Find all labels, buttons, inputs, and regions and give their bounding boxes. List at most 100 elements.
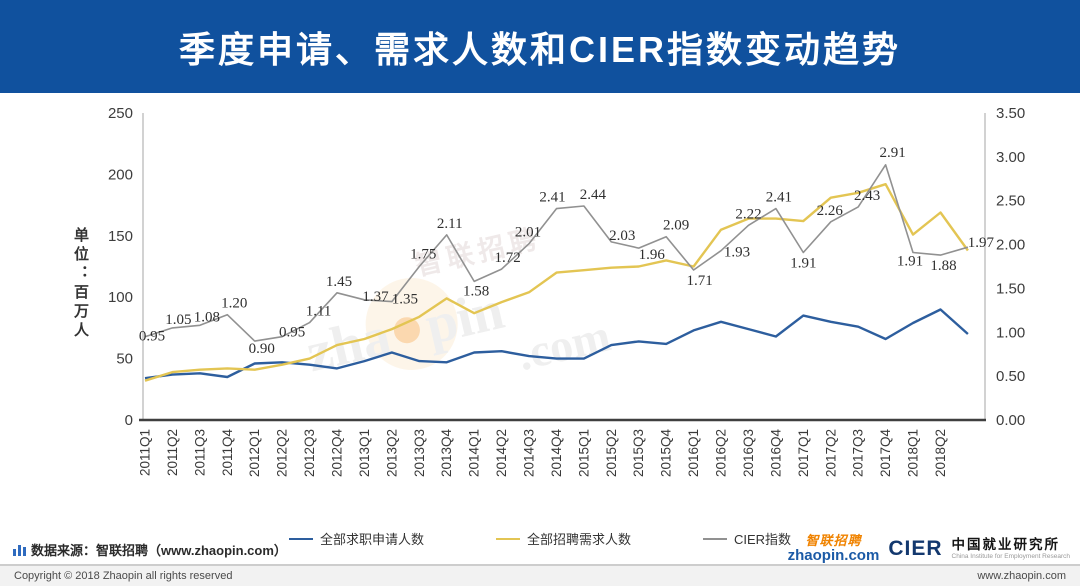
zhaopin-watermark: zha pin .com 智联招聘: [301, 223, 615, 384]
svg-text:2017Q2: 2017Q2: [823, 429, 838, 477]
svg-text:2.11: 2.11: [437, 216, 463, 232]
svg-text:2012Q1: 2012Q1: [247, 429, 262, 477]
axes: [139, 113, 986, 422]
chart-legend: 全部求职申请人数 全部招聘需求人数 CIER指数: [0, 529, 1080, 548]
cier-institute-name: 中国就业研究所 China Institute for Employment R…: [952, 537, 1071, 560]
copyright-bar: Copyright © 2018 Zhaopin all rights rese…: [0, 564, 1080, 586]
cier-data-labels: 0.951.05 1.081.200.900.951.111.451.37 1.35…: [139, 145, 995, 357]
svg-text:2.26: 2.26: [817, 203, 844, 219]
svg-text:0.95: 0.95: [139, 329, 165, 345]
svg-text:3.00: 3.00: [996, 149, 1025, 166]
svg-text:2013Q3: 2013Q3: [412, 429, 427, 477]
svg-text:zha: zha: [301, 305, 397, 384]
zhaopin-logo: 智联招聘 zhaopin.com: [788, 534, 880, 563]
copyright-text: Copyright © 2018 Zhaopin all rights rese…: [14, 570, 233, 582]
svg-text:2017Q3: 2017Q3: [851, 429, 866, 477]
legend-label-demand: 全部招聘需求人数: [526, 532, 631, 547]
website-text: www.zhaopin.com: [977, 570, 1066, 582]
legend-item-demand: 全部招聘需求人数: [495, 529, 631, 548]
zhaopin-logo-domain: zhaopin.com: [787, 546, 880, 564]
legend-item-cier: CIER指数: [702, 529, 792, 548]
axis-tick-labels: 0 50 100 150 200 250 0.00 0.50 1.00 1.50 2.00 2.50 3…: [108, 105, 1025, 429]
svg-text:2014Q3: 2014Q3: [522, 429, 537, 477]
svg-text:0.90: 0.90: [249, 341, 275, 357]
svg-text:1.00: 1.00: [996, 324, 1025, 341]
svg-text:0.95: 0.95: [279, 325, 305, 341]
svg-text:2017Q4: 2017Q4: [878, 429, 893, 478]
data-source-note: 数据来源：智联招聘（www.zhaopin.com）: [13, 540, 287, 559]
svg-text:2.44: 2.44: [580, 187, 607, 203]
legend-label-applications: 全部求职申请人数: [319, 532, 424, 547]
svg-text:2016Q2: 2016Q2: [714, 429, 729, 477]
svg-text:1.72: 1.72: [494, 250, 520, 266]
bar-chart-icon: [13, 545, 26, 556]
cier-line-swatch: [702, 537, 727, 540]
svg-text:1.05: 1.05: [165, 312, 191, 328]
svg-text:150: 150: [108, 228, 133, 245]
svg-text:1.97: 1.97: [968, 235, 995, 251]
svg-text:2.91: 2.91: [879, 145, 905, 161]
svg-text:2012Q3: 2012Q3: [302, 429, 317, 477]
svg-text:1.88: 1.88: [930, 258, 956, 274]
svg-text:50: 50: [116, 351, 133, 368]
demand-line-swatch: [495, 537, 520, 540]
svg-text:2014Q1: 2014Q1: [467, 429, 482, 477]
svg-text:2.41: 2.41: [539, 190, 565, 206]
applications-line: [144, 308, 969, 380]
svg-text:1.45: 1.45: [326, 274, 352, 290]
svg-text:2018Q2: 2018Q2: [933, 429, 948, 477]
svg-text:1.37: 1.37: [362, 289, 389, 305]
svg-text:2.41: 2.41: [766, 190, 792, 206]
svg-text:2014Q2: 2014Q2: [494, 429, 509, 477]
svg-text:1.96: 1.96: [639, 247, 666, 263]
svg-text:2013Q1: 2013Q1: [357, 429, 372, 477]
cier-name-en: China Institute for Employment Research: [951, 552, 1071, 560]
svg-text:2015Q4: 2015Q4: [659, 429, 674, 478]
svg-text:0: 0: [125, 412, 133, 429]
svg-text:2011Q3: 2011Q3: [192, 429, 207, 476]
svg-text:2013Q2: 2013Q2: [384, 429, 399, 477]
svg-text:2.43: 2.43: [854, 188, 880, 204]
cier-line: [144, 164, 969, 342]
cier-logo: CIER: [888, 536, 943, 560]
svg-text:2012Q2: 2012Q2: [275, 429, 290, 477]
svg-text:1.91: 1.91: [790, 255, 816, 271]
page-title: 季度申请、需求人数和CIER指数变动趋势: [178, 28, 901, 70]
svg-text:250: 250: [108, 105, 133, 122]
svg-text:1.58: 1.58: [463, 283, 489, 299]
svg-text:2.03: 2.03: [609, 228, 635, 244]
svg-text:1.75: 1.75: [410, 247, 436, 263]
svg-text:1.20: 1.20: [221, 296, 247, 312]
footer-logos: 智联招聘 zhaopin.com CIER 中国就业研究所 China Inst…: [788, 534, 1070, 563]
x-axis-labels: 2011Q1 2011Q2 2011Q3 2011Q4 2012Q1 2012Q2 2012…: [138, 429, 948, 478]
title-banner: 季度申请、需求人数和CIER指数变动趋势: [0, 0, 1080, 93]
svg-text:2012Q4: 2012Q4: [330, 429, 345, 478]
svg-text:2015Q2: 2015Q2: [604, 429, 619, 477]
left-axis-unit-label: 单位：百万人: [72, 227, 89, 341]
svg-text:2016Q4: 2016Q4: [768, 429, 783, 478]
data-source-text: 数据来源：智联招聘（www.zhaopin.com）: [31, 543, 287, 558]
cier-name-cn: 中国就业研究所: [951, 537, 1060, 553]
svg-text:2014Q4: 2014Q4: [549, 429, 564, 478]
svg-text:2013Q4: 2013Q4: [439, 429, 454, 478]
svg-text:2016Q1: 2016Q1: [686, 429, 701, 477]
svg-text:pin: pin: [420, 279, 510, 357]
svg-text:200: 200: [108, 166, 133, 183]
svg-text:1.08: 1.08: [194, 309, 220, 325]
svg-text:1.93: 1.93: [724, 245, 750, 261]
svg-text:1.50: 1.50: [996, 280, 1025, 297]
svg-text:2011Q4: 2011Q4: [220, 429, 235, 477]
applications-line-swatch: [288, 537, 313, 540]
svg-text:智联招聘: 智联招聘: [412, 223, 543, 281]
svg-text:1.91: 1.91: [897, 253, 923, 269]
svg-text:1.35: 1.35: [392, 292, 418, 308]
legend-label-cier: CIER指数: [733, 532, 792, 547]
svg-text:1.71: 1.71: [686, 273, 712, 289]
legend-item-applications: 全部求职申请人数: [288, 529, 424, 548]
svg-text:.com: .com: [513, 309, 615, 380]
svg-text:2016Q3: 2016Q3: [741, 429, 756, 477]
svg-text:2.22: 2.22: [735, 206, 761, 222]
zhaopin-logo-cn: 智联招聘: [805, 533, 862, 548]
svg-text:2.01: 2.01: [515, 225, 541, 241]
demand-line: [144, 182, 969, 382]
